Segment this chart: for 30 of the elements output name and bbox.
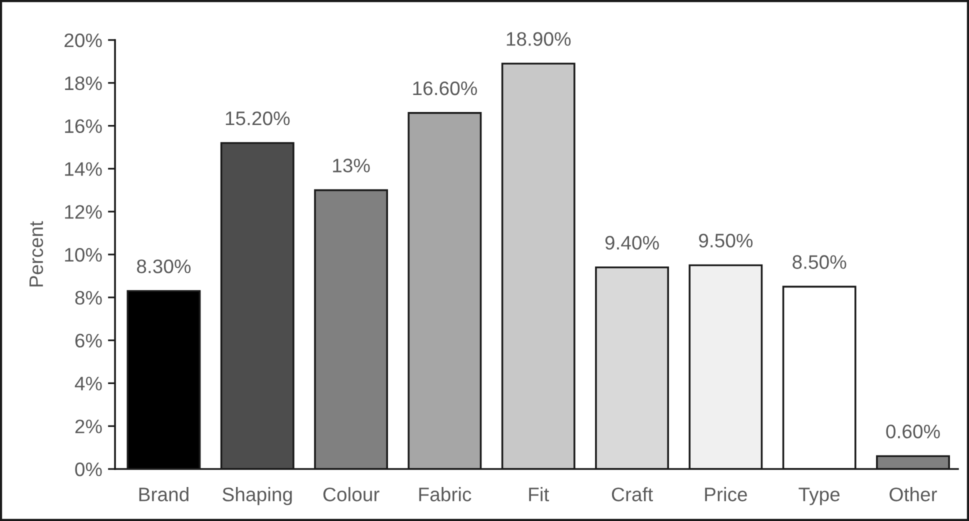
x-tick-label: Shaping xyxy=(222,487,292,506)
data-label: 18.90% xyxy=(506,32,571,46)
y-axis-title: Percent xyxy=(30,221,44,286)
y-tick-label: 0% xyxy=(75,462,102,476)
y-tick-label: 20% xyxy=(64,33,102,48)
data-label: 8.30% xyxy=(137,259,191,274)
y-tick-label: 8% xyxy=(75,290,102,305)
data-label: 13% xyxy=(333,158,370,172)
data-label: 0.60% xyxy=(886,424,940,438)
x-tick-label: Price xyxy=(705,487,747,502)
x-tick-label: Other xyxy=(890,487,937,502)
x-tick-label: Fit xyxy=(529,487,550,502)
x-tick-label: Craft xyxy=(612,487,653,502)
y-tick-label: 6% xyxy=(75,334,102,348)
data-label: 9.40% xyxy=(605,236,659,250)
x-tick-label: Type xyxy=(798,488,840,506)
y-tick-label: 12% xyxy=(65,205,102,219)
data-label: 8.50% xyxy=(792,255,846,269)
data-label: 9.50% xyxy=(699,234,753,248)
y-tick-label: 10% xyxy=(65,248,102,262)
y-tick-label: 14% xyxy=(65,162,102,176)
y-tick-label: 4% xyxy=(74,376,102,390)
data-label: 16.60% xyxy=(413,81,477,96)
x-tick-label: Fabric xyxy=(419,487,472,502)
y-tick-label: 18% xyxy=(65,76,102,90)
y-tick-label: 2% xyxy=(75,420,102,434)
data-label: 15.20% xyxy=(226,111,290,126)
x-tick-label: Brand xyxy=(139,487,188,502)
x-tick-label: Colour xyxy=(323,487,380,502)
y-tick-label: 16% xyxy=(65,119,102,134)
